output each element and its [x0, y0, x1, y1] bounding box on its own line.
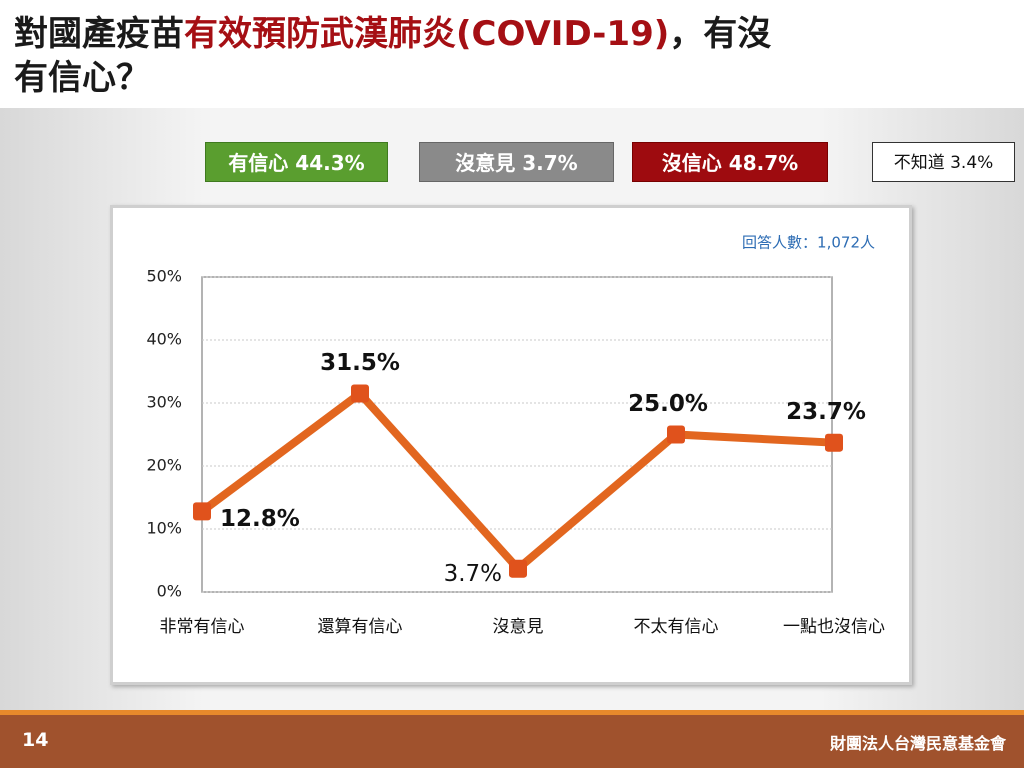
marker — [193, 502, 211, 521]
slide-title: 對國產疫苗有效預防武漢肺炎(COVID-19)，有沒有信心？ — [14, 12, 771, 100]
value-label: 31.5% — [320, 350, 400, 376]
summary-box: 沒意見 3.7% — [419, 142, 614, 182]
x-tick-label: 沒意見 — [493, 617, 544, 637]
value-label: 25.0% — [628, 391, 708, 417]
y-tick-label: 50% — [146, 267, 182, 286]
title-part: ，有沒 — [669, 14, 772, 54]
summary-box: 有信心 44.3% — [205, 142, 388, 182]
title-part: 有效預防武漢肺炎(COVID-19) — [184, 14, 670, 54]
y-tick-label: 40% — [146, 330, 182, 349]
title-part: 有信心？ — [14, 58, 150, 98]
value-label: 3.7% — [444, 561, 502, 587]
organization: 財團法人台灣民意基金會 — [829, 734, 1006, 753]
chart: 回答人數：1,072人 0% 10% 20% 30% 40% 50% 非常有信心 還算有信心 沒… — [146, 234, 885, 638]
summary-box: 沒信心 48.7% — [632, 142, 828, 182]
y-tick-label: 20% — [146, 456, 182, 475]
marker — [667, 425, 685, 444]
summary-box: 不知道 3.4% — [872, 142, 1015, 182]
x-tick-label: 非常有信心 — [160, 617, 245, 637]
value-label: 23.7% — [786, 399, 866, 425]
marker — [509, 559, 527, 578]
footer: 14 財團法人台灣民意基金會 — [0, 710, 1024, 768]
x-tick-label: 不太有信心 — [634, 617, 719, 637]
annotation: 回答人數：1,072人 — [742, 234, 875, 252]
title-part: 對國產疫苗 — [14, 14, 184, 54]
y-tick-label: 0% — [157, 582, 182, 601]
y-tick-label: 30% — [146, 393, 182, 412]
marker — [825, 433, 843, 452]
y-tick-label: 10% — [146, 519, 182, 538]
value-label: 12.8% — [220, 506, 300, 532]
x-tick-label: 一點也沒信心 — [783, 617, 885, 637]
x-tick-label: 還算有信心 — [318, 617, 403, 637]
page-number: 14 — [22, 729, 49, 751]
marker — [351, 384, 369, 403]
chart-panel — [110, 205, 912, 685]
data-line — [199, 388, 835, 575]
